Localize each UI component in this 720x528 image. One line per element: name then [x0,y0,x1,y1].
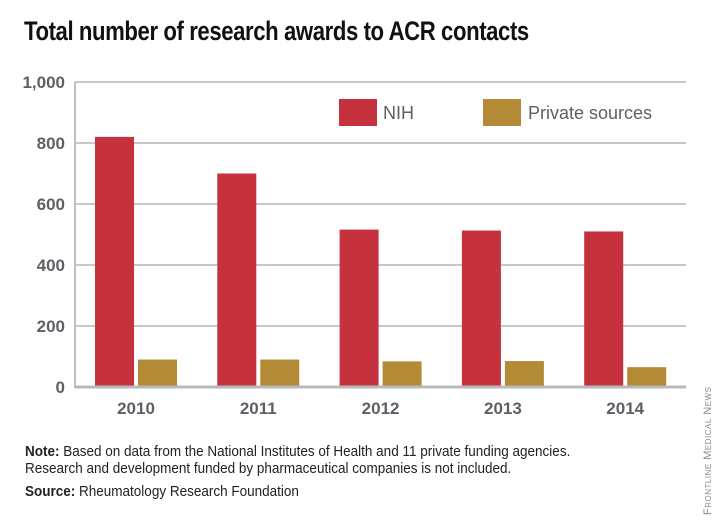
bars [95,136,667,387]
legend-swatch-private-sources [483,99,521,126]
x-tick-label: 2011 [240,399,277,418]
bar-private-sources-2011 [260,359,300,387]
bar-private-sources-2013 [504,361,544,387]
credit-line: Frontline Medical News [702,386,714,515]
x-tick-label: 2012 [362,399,400,418]
bar-nih-2010 [95,136,134,387]
bar-nih-2014 [584,231,624,387]
y-tick-label: 200 [37,317,65,336]
footnotes: Note: Based on data from the National In… [25,443,570,500]
x-tick-label: 2010 [117,399,155,418]
y-tick-label: 0 [56,378,65,397]
gridlines [75,81,686,327]
source: Source: Rheumatology Research Foundation [25,483,570,500]
note: Note: Based on data from the National In… [25,443,570,460]
y-tick-label: 800 [37,134,65,153]
note-line-2: Research and development funded by pharm… [25,460,512,477]
legend: NIH Private sources [339,99,652,126]
source-label: Source: [25,483,76,500]
legend-label: Private sources [528,103,652,123]
x-tick-label: 2014 [606,399,644,418]
bar-nih-2011 [217,173,257,387]
source-text: Rheumatology Research Foundation [75,483,299,500]
y-tick-label: 400 [37,256,65,275]
bar-private-sources-2010 [138,359,177,387]
note-label: Note: [25,443,60,460]
legend-swatch-nih [339,99,377,126]
bar-nih-2012 [339,229,379,387]
x-axis: 2010 2011 2012 2013 2014 [75,385,686,418]
bar-private-sources-2012 [382,361,422,387]
y-axis: 0 200 400 600 800 1,000 [22,73,76,397]
chart-title: Total number of research awards to ACR c… [24,16,529,46]
bar-nih-2013 [461,230,501,387]
note-text: Based on data from the National Institut… [59,443,571,460]
y-tick-label: 600 [37,195,65,214]
bar-private-sources-2014 [627,367,667,387]
legend-label: NIH [383,103,414,123]
x-tick-label: 2013 [484,399,522,418]
y-tick-label: 1,000 [22,73,65,92]
